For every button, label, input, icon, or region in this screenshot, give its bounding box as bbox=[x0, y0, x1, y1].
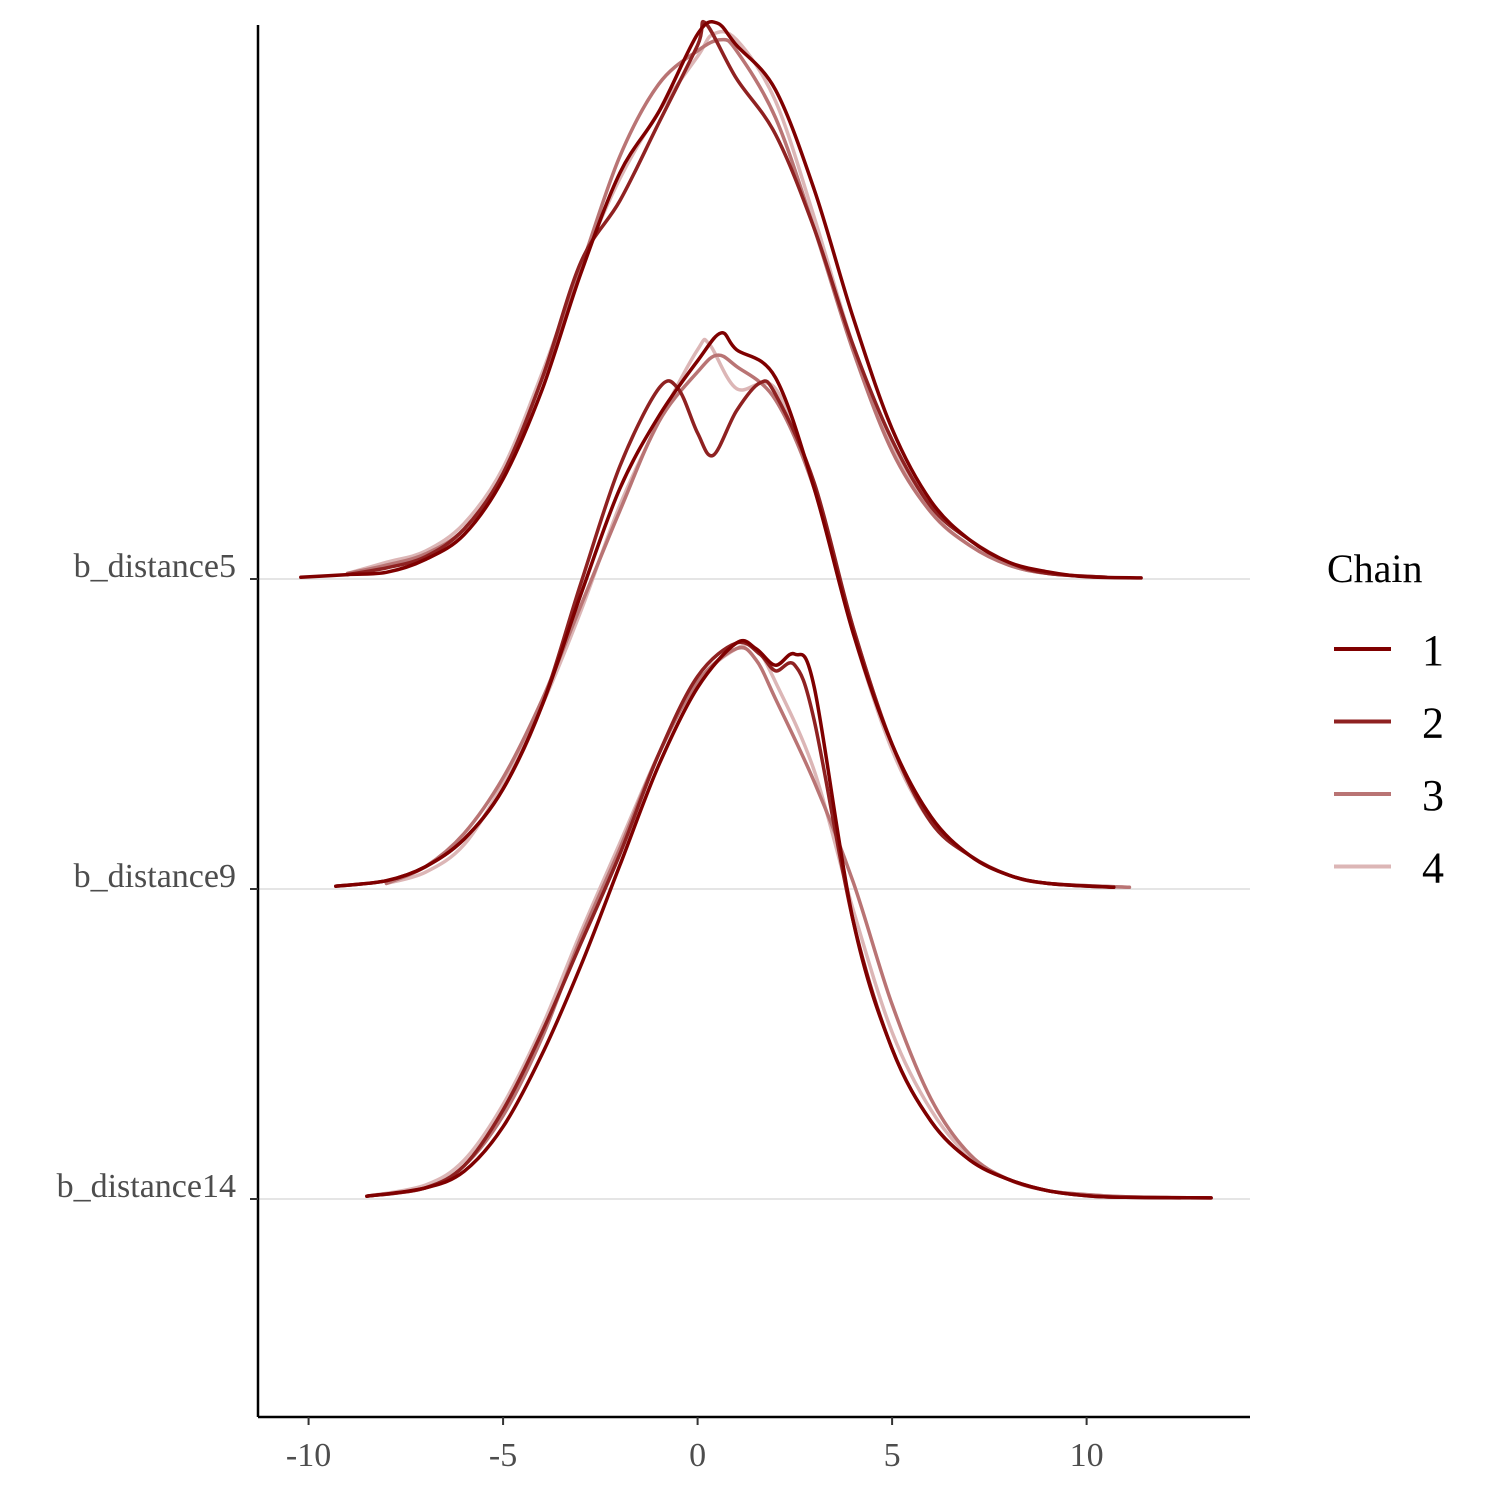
y-tick-label: b_distance5 bbox=[74, 548, 236, 585]
x-tick-label: -5 bbox=[489, 1437, 517, 1474]
density-b_distance14-chain-4 bbox=[365, 642, 1182, 1200]
legend-item-chain-2: 2 bbox=[1334, 699, 1444, 748]
y-tick-label: b_distance9 bbox=[74, 858, 236, 895]
density-b_distance9-chain-1 bbox=[334, 331, 1116, 890]
density-b_distance9-chain-2 bbox=[334, 379, 1116, 890]
density-b_distance14-chain-1 bbox=[365, 638, 1213, 1200]
legend-label: 2 bbox=[1422, 699, 1444, 748]
legend-label: 3 bbox=[1422, 771, 1444, 820]
density-b_distance5-chain-1 bbox=[299, 20, 1143, 580]
y-tick-label: b_distance14 bbox=[57, 1168, 236, 1205]
legend-label: 1 bbox=[1422, 626, 1444, 675]
density-b_distance9-chain-4 bbox=[384, 337, 1132, 890]
axes bbox=[256, 25, 1250, 1419]
legend-label: 4 bbox=[1422, 844, 1444, 893]
x-tick-label: 10 bbox=[1070, 1437, 1104, 1474]
density-b_distance5-chain-2 bbox=[345, 19, 1108, 580]
legend-item-chain-3: 3 bbox=[1334, 771, 1444, 820]
density-b_distance5-chain-4 bbox=[345, 29, 1108, 580]
x-tick-label: 5 bbox=[884, 1437, 901, 1474]
legend-item-chain-1: 1 bbox=[1334, 626, 1444, 675]
ridge-baselines bbox=[258, 578, 1250, 1200]
x-tick-label: 0 bbox=[689, 1437, 706, 1474]
x-ticks: -10 -5 0 5 10 bbox=[286, 1417, 1104, 1474]
legend: Chain 1 2 3 4 bbox=[1327, 546, 1444, 893]
legend-title: Chain bbox=[1327, 546, 1423, 591]
density-b_distance5-chain-3 bbox=[345, 37, 1108, 580]
legend-item-chain-4: 4 bbox=[1334, 844, 1444, 893]
density-curves bbox=[299, 19, 1213, 1200]
x-tick-label: -10 bbox=[286, 1437, 331, 1474]
density-b_distance14-chain-3 bbox=[365, 645, 1182, 1200]
y-ticks: b_distance5 b_distance9 b_distance14 bbox=[57, 548, 258, 1205]
density-b_distance9-chain-3 bbox=[384, 353, 1132, 890]
